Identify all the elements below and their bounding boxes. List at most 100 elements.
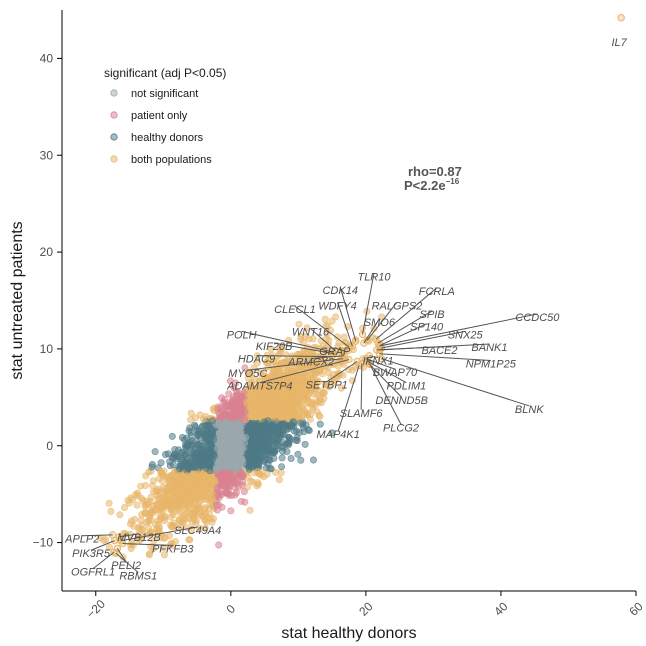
- data-point: [172, 538, 180, 546]
- data-point: [138, 495, 146, 503]
- gene-label: BWAP70: [373, 367, 418, 379]
- data-point: [193, 426, 201, 434]
- data-point: [181, 461, 189, 469]
- data-point: [231, 479, 239, 487]
- data-point: [215, 494, 223, 502]
- gene-label: PIK3R5: [72, 548, 111, 560]
- data-point: [211, 478, 219, 486]
- p-value-base: P<2.2e: [404, 178, 446, 193]
- data-point: [162, 450, 170, 458]
- data-point: [169, 511, 177, 519]
- gene-label: BLNK: [515, 404, 544, 416]
- gene-label: FCRLA: [419, 286, 455, 298]
- data-point: [176, 465, 184, 473]
- data-point: [169, 454, 177, 462]
- gene-label: IFNX1: [362, 356, 393, 368]
- data-point: [145, 551, 153, 559]
- data-point: [223, 402, 231, 410]
- data-point: [378, 313, 386, 321]
- gene-label: MYO5C: [228, 368, 267, 380]
- data-point: [267, 445, 275, 453]
- x-tick-label: 40: [491, 599, 511, 619]
- data-point: [210, 436, 218, 444]
- data-point: [250, 430, 258, 438]
- legend-title: significant (adj P<0.05): [104, 66, 226, 80]
- gene-label: PDLIM1: [387, 381, 427, 393]
- gene-label: NPM1P25: [466, 358, 517, 370]
- legend-label: patient only: [131, 110, 188, 122]
- data-point: [199, 415, 207, 423]
- data-point: [196, 511, 204, 519]
- data-point: [127, 494, 135, 502]
- data-point: [218, 481, 226, 489]
- gene-label: IL7: [611, 37, 627, 49]
- data-point: [157, 459, 165, 467]
- x-tick-label: 60: [626, 599, 646, 619]
- data-point: [168, 432, 176, 440]
- data-point: [226, 450, 234, 458]
- gene-label: CCDC50: [515, 312, 560, 324]
- data-point: [184, 440, 192, 448]
- data-point: [217, 450, 225, 458]
- x-axis-title: stat healthy donors: [281, 625, 416, 642]
- scatter-points: [96, 14, 625, 561]
- data-point: [233, 420, 241, 428]
- legend-marker: [110, 155, 118, 163]
- gene-label: SLC49A4: [174, 525, 221, 537]
- data-point: [228, 440, 236, 448]
- data-point: [277, 430, 285, 438]
- data-point: [212, 501, 220, 509]
- gene-label: TLR10: [357, 271, 391, 283]
- gene-label: BACE2: [421, 345, 457, 357]
- data-point: [255, 480, 263, 488]
- data-point: [161, 485, 169, 493]
- y-tick-label: 20: [40, 245, 54, 259]
- legend-marker: [110, 133, 118, 141]
- data-point: [254, 468, 262, 476]
- gene-label: MVB12B: [117, 532, 160, 544]
- data-point: [158, 470, 166, 478]
- gene-label: SLAMF6: [340, 408, 384, 420]
- data-point: [209, 515, 217, 523]
- data-point: [137, 516, 145, 524]
- gene-label: SNX25: [448, 329, 484, 341]
- x-tick-label: 20: [356, 599, 376, 619]
- data-point: [213, 465, 221, 473]
- legend-marker: [110, 111, 118, 119]
- gene-label: SMO6: [364, 317, 396, 329]
- data-point: [328, 317, 336, 325]
- gene-label: APLP2: [64, 534, 99, 546]
- data-point: [237, 457, 245, 465]
- data-point: [214, 405, 222, 413]
- data-point: [289, 418, 297, 426]
- data-point: [224, 433, 232, 441]
- data-point: [175, 506, 183, 514]
- data-point: [321, 315, 329, 323]
- data-point: [167, 504, 175, 512]
- data-point: [163, 494, 171, 502]
- gene-label: POLH: [227, 329, 257, 341]
- data-point: [215, 541, 223, 549]
- leader-line: [360, 363, 363, 410]
- data-point: [206, 448, 214, 456]
- x-tick-label: 0: [224, 601, 239, 616]
- data-point: [185, 536, 193, 544]
- data-point: [297, 419, 305, 427]
- data-point: [201, 473, 209, 481]
- data-point: [309, 456, 317, 464]
- gene-label: BANK1: [471, 342, 507, 354]
- data-point: [306, 415, 314, 423]
- data-point: [189, 476, 197, 484]
- data-point: [275, 476, 283, 484]
- data-point: [188, 485, 196, 493]
- gene-label: DENND5B: [375, 395, 428, 407]
- data-point: [227, 507, 235, 515]
- data-point: [137, 482, 145, 490]
- data-point: [316, 396, 324, 404]
- data-point: [155, 520, 163, 528]
- data-point: [206, 467, 214, 475]
- x-tick-label: −20: [84, 597, 109, 622]
- data-point: [158, 513, 166, 521]
- gene-label: PLCG2: [383, 422, 419, 434]
- data-point: [245, 465, 253, 473]
